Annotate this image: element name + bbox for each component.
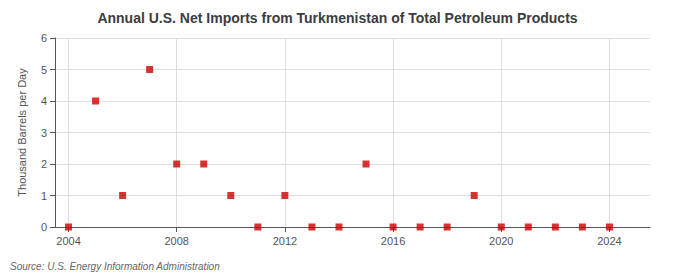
svg-text:2020: 2020 <box>489 235 513 247</box>
svg-text:2024: 2024 <box>597 235 621 247</box>
svg-text:6: 6 <box>41 32 47 44</box>
svg-text:1: 1 <box>41 190 47 202</box>
svg-text:2012: 2012 <box>273 235 297 247</box>
svg-text:3: 3 <box>41 127 47 139</box>
svg-text:Thousand Barrels per Day: Thousand Barrels per Day <box>16 68 28 197</box>
svg-text:4: 4 <box>41 95 47 107</box>
svg-text:2016: 2016 <box>381 235 405 247</box>
svg-text:5: 5 <box>41 64 47 76</box>
svg-text:Source: U.S. Energy Informatio: Source: U.S. Energy Information Administ… <box>10 261 220 272</box>
svg-text:Annual U.S. Net Imports from T: Annual U.S. Net Imports from Turkmenista… <box>97 10 577 26</box>
svg-text:2008: 2008 <box>164 235 188 247</box>
svg-text:2004: 2004 <box>56 235 80 247</box>
svg-text:0: 0 <box>41 221 47 233</box>
svg-text:2: 2 <box>41 158 47 170</box>
